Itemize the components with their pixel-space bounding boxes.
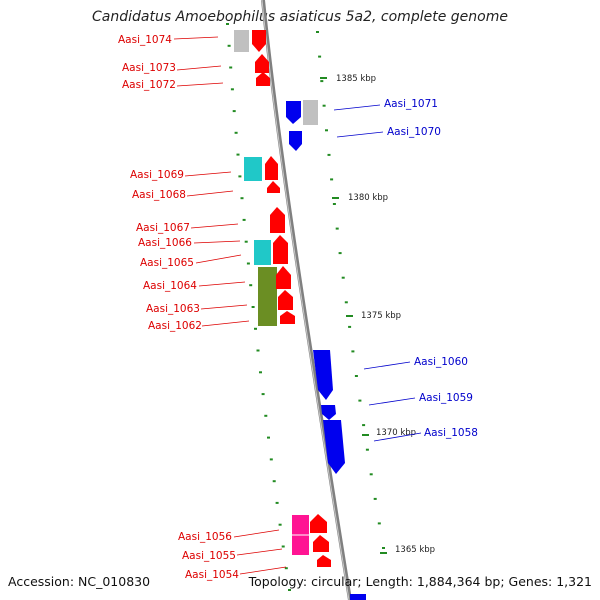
leader-aasi-1072 [176, 82, 224, 87]
label-aasi-1058: Aasi_1058 [424, 427, 478, 439]
label-aasi-1070: Aasi_1070 [387, 126, 441, 138]
leader-aasi-1071 [333, 104, 381, 111]
accession-text: Accession: NC_010830 [8, 574, 151, 589]
label-aasi-1067: Aasi_1067 [136, 222, 190, 234]
leader-aasi-1068 [186, 190, 234, 197]
genome-backbone-highlight [261, 0, 350, 600]
label-aasi-1073: Aasi_1073 [122, 62, 176, 74]
map-title: Candidatus Amoebophilus asiaticus 5a2, c… [92, 9, 508, 25]
gene-aasi-1056[interactable] [292, 514, 331, 567]
label-aasi-1056: Aasi_1056 [178, 531, 232, 543]
leader-aasi-1066 [193, 240, 241, 244]
gene-aasi-1059[interactable] [321, 405, 336, 420]
label-aasi-1066: Aasi_1066 [138, 237, 192, 249]
label-aasi-1062: Aasi_1062 [148, 320, 202, 332]
label-aasi-1064: Aasi_1064 [143, 280, 197, 292]
gene-aasi-1068[interactable] [267, 181, 280, 193]
gene-aasi-1064[interactable] [258, 266, 295, 326]
label-aasi-1069: Aasi_1069 [130, 169, 184, 181]
gene-aasi-1070[interactable] [289, 131, 302, 151]
genome-backbone [261, 0, 352, 600]
gene-aasi-1060[interactable] [313, 350, 333, 400]
topology-summary: Topology: circular; Length: 1,884,364 bp… [248, 574, 592, 589]
leader-aasi-1059 [368, 397, 416, 406]
tick-marks-outer [316, 31, 385, 549]
leader-aasi-1067 [190, 223, 239, 229]
leader-aasi-1073 [176, 65, 222, 71]
leader-aasi-1054 [239, 566, 287, 575]
leader-aasi-1064 [198, 281, 246, 287]
gene-aasi-1073[interactable] [255, 54, 269, 73]
label-aasi-1068: Aasi_1068 [132, 189, 186, 201]
leader-aasi-1065 [195, 254, 242, 264]
label-aasi-1071: Aasi_1071 [384, 98, 438, 110]
leader-aasi-1074 [173, 36, 219, 40]
leader-aasi-1069 [184, 171, 232, 177]
leader-aasi-1063 [200, 304, 248, 310]
leader-aasi-1056 [233, 529, 280, 538]
kbp-label-1375: 1375 kbp [361, 311, 401, 321]
gene-partial-bottom[interactable] [350, 594, 366, 600]
kbp-label-1370: 1370 kbp [376, 428, 416, 438]
label-aasi-1074: Aasi_1074 [118, 34, 172, 46]
leader-aasi-1060 [363, 361, 411, 370]
label-aasi-1054: Aasi_1054 [185, 569, 239, 581]
tick-marks-inner [226, 23, 291, 591]
label-aasi-1060: Aasi_1060 [414, 356, 468, 368]
gene-aasi-1067[interactable] [270, 207, 285, 233]
label-aasi-1072: Aasi_1072 [122, 79, 176, 91]
leader-aasi-1062 [201, 320, 250, 327]
label-aasi-1055: Aasi_1055 [182, 550, 236, 562]
label-aasi-1063: Aasi_1063 [146, 303, 200, 315]
gene-aasi-1065[interactable] [254, 235, 288, 265]
leader-aasi-1070 [336, 131, 384, 138]
gene-aasi-1058[interactable] [323, 420, 345, 474]
gene-aasi-1074[interactable] [234, 30, 266, 52]
gene-aasi-1072[interactable] [256, 72, 270, 86]
label-aasi-1065: Aasi_1065 [140, 257, 194, 269]
label-aasi-1059: Aasi_1059 [419, 392, 473, 404]
kbp-label-1380: 1380 kbp [348, 193, 388, 203]
leader-aasi-1055 [236, 548, 283, 556]
kbp-label-1385: 1385 kbp [336, 74, 376, 84]
gene-aasi-1069[interactable] [244, 156, 278, 181]
kbp-label-1365: 1365 kbp [395, 545, 435, 555]
gene-aasi-1071[interactable] [286, 100, 318, 125]
leader-aasi-1058 [373, 432, 422, 442]
